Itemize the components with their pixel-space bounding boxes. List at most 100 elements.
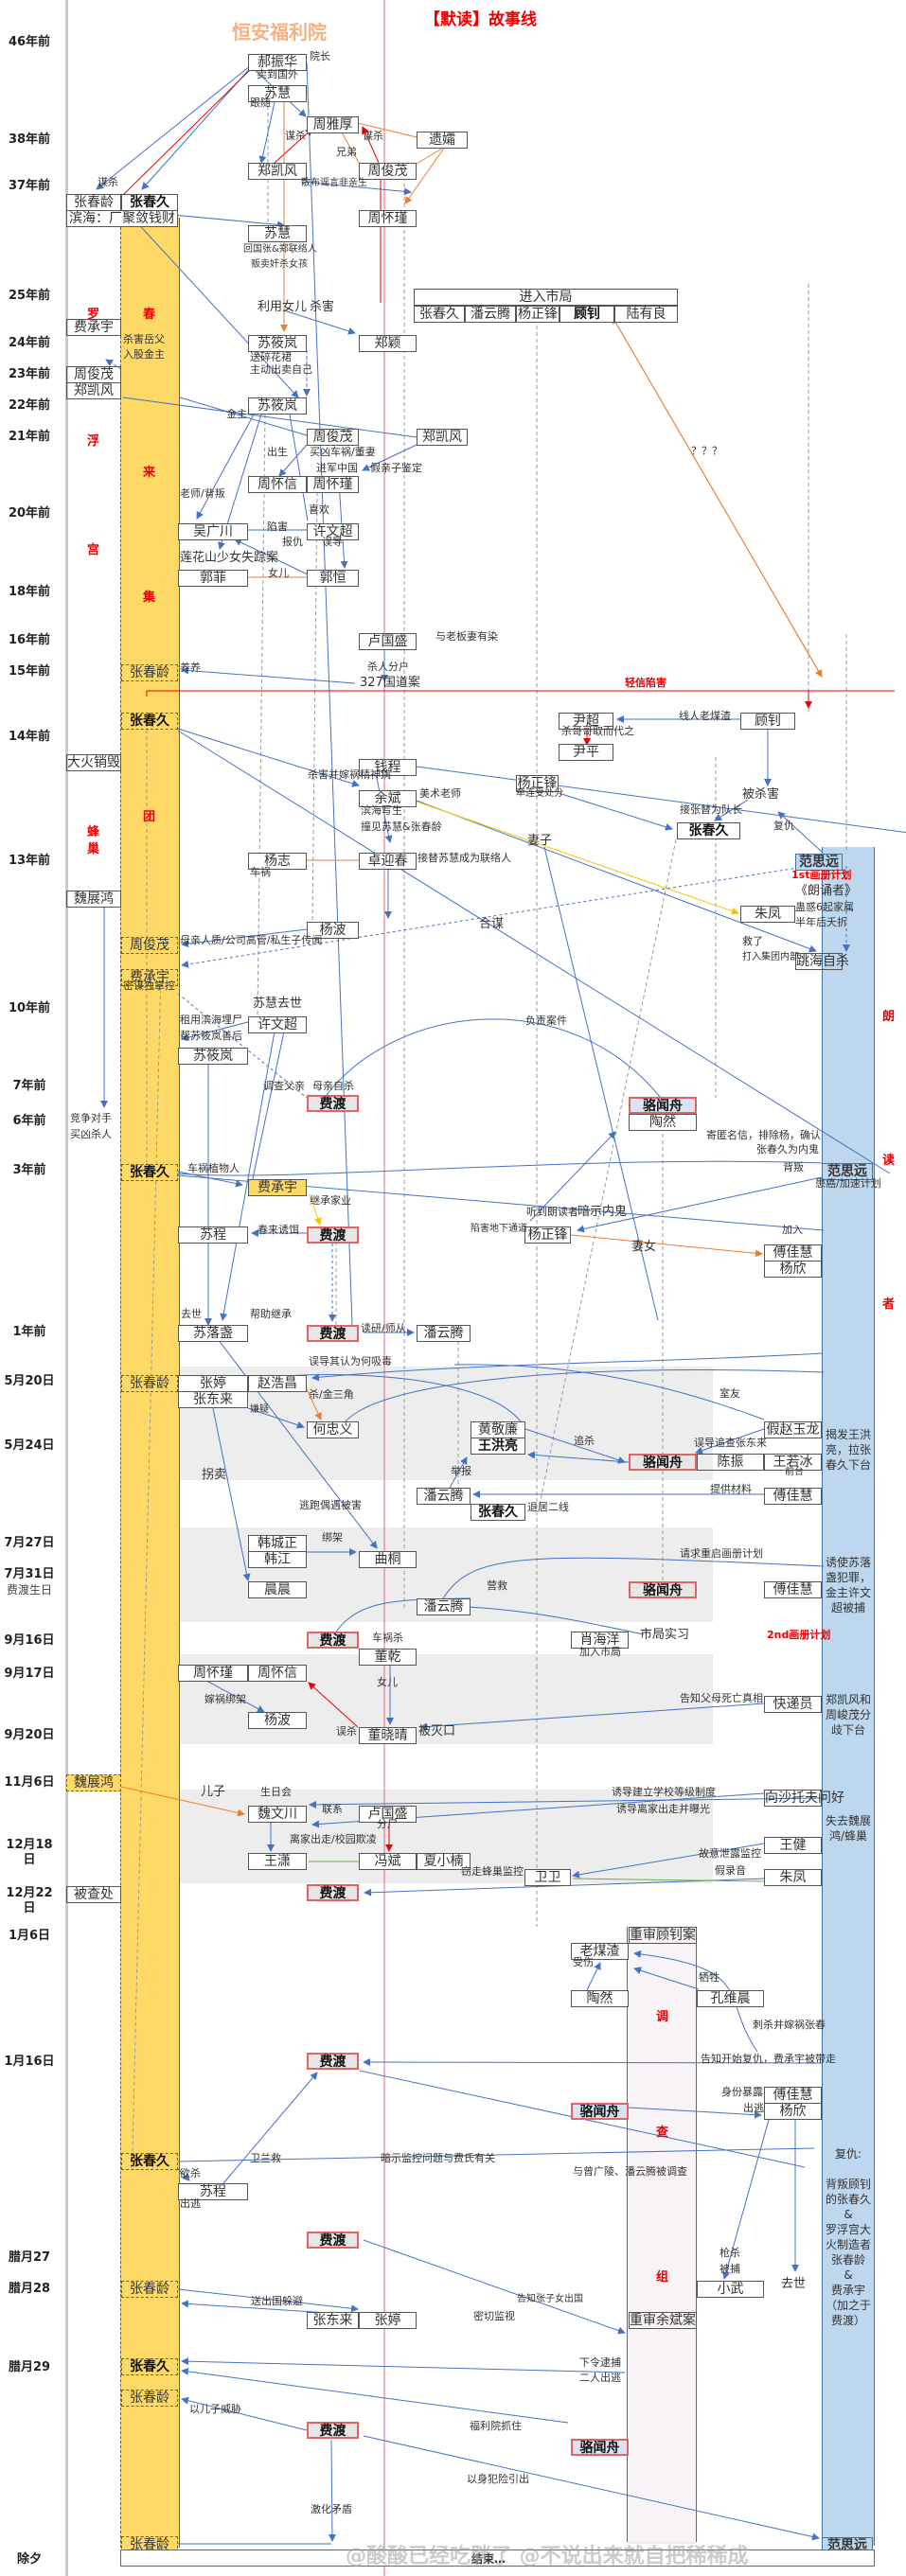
timeline-label-text: 20年前: [8, 506, 51, 520]
timeline-label-text: 16年前: [8, 633, 51, 647]
bureau-header: 进入市局: [414, 289, 678, 306]
timeline-label-text: 7月27日: [4, 1536, 55, 1550]
character-node: 快递员: [764, 1696, 822, 1713]
relation-label: 帮苏筱岚善后: [180, 1030, 242, 1042]
relation-label: 生日会: [260, 1786, 292, 1798]
relation-label: 散布谣言非亲生: [301, 178, 367, 188]
timeline-label-text: 10年前: [8, 1001, 51, 1015]
relation-label: 回国张&郑联络人: [243, 244, 317, 255]
group-char-chao: 巢: [87, 842, 100, 856]
relation-label: 继承家业: [310, 1194, 351, 1207]
relation-label: 妻子: [527, 834, 553, 848]
character-node: 肖海洋: [571, 1632, 629, 1649]
character-node: 被查处: [66, 1886, 121, 1903]
timeline-label: 13年前: [0, 854, 59, 869]
timeline-label: 3年前: [0, 1163, 59, 1178]
timeline-label-text: 11月6日: [4, 1775, 55, 1790]
timeline-label: 25年前: [0, 289, 59, 304]
character-node: 吴广川: [178, 523, 248, 540]
character-node: 周俊茂: [121, 937, 178, 954]
relation-label: 接张替为队长: [680, 803, 742, 816]
relation-label: 分尸: [377, 1818, 398, 1830]
relation-label: 告知张子女出国: [517, 2294, 583, 2304]
character-node: 骆闻舟: [629, 1097, 697, 1114]
character-node: 杨志: [248, 853, 307, 870]
relation-label: 追杀: [574, 1435, 595, 1447]
timeline-label-text: 腊月28: [8, 2282, 51, 2296]
timeline-label: 20年前: [0, 506, 59, 521]
relation-label: 窃走蜂巢监控: [461, 1865, 524, 1878]
character-node: 王洪亮: [471, 1438, 525, 1455]
character-node: 张春久: [121, 194, 178, 211]
character-node: 费承宇: [66, 319, 121, 336]
bureau-member: 顾钊: [560, 306, 614, 323]
character-node: 余斌: [359, 790, 417, 807]
relation-label: 杀害: [310, 300, 335, 314]
relation-label: 卫兰救: [250, 2152, 281, 2164]
timeline-label: 5月24日: [0, 1438, 59, 1454]
character-node: 王潇: [248, 1853, 307, 1870]
timeline-label-text: 38年前: [8, 132, 51, 147]
relation-label: 被捕: [719, 2263, 740, 2275]
character-node: 杨正锋: [524, 1226, 571, 1244]
character-node: 傅佳慧: [764, 2087, 822, 2104]
character-node: 骆闻舟: [629, 1581, 697, 1598]
timeline-label: 15年前: [0, 664, 59, 679]
character-node: 苏落盏: [178, 1325, 248, 1342]
relation-label: 张春久为内鬼: [756, 1143, 819, 1156]
relation-label: 寄匿名信，排除杨，确认: [706, 1129, 821, 1141]
relation-label: 与老板妻有染: [435, 630, 498, 643]
character-node: 大火销毁: [66, 754, 121, 771]
relation-label: 误导追查张东来: [694, 1437, 767, 1449]
relation-label: 杀哥哥取而代之: [561, 725, 634, 737]
relation-label: 以儿子威胁: [189, 2403, 241, 2415]
relation-label: 女儿: [268, 567, 289, 579]
character-node: 尹超: [559, 713, 613, 730]
timeline-label: 1月16日: [0, 2055, 59, 2070]
timeline-label-text: 1年前: [12, 1325, 46, 1339]
footer-bar: 结束…: [120, 2550, 875, 2567]
relation-label: 金主: [226, 408, 247, 420]
character-node: 苏慧: [248, 85, 307, 102]
character-node: 张春龄: [121, 664, 178, 681]
timeline-label: 1年前: [0, 1325, 59, 1340]
character-node: 郑凯风: [417, 429, 468, 446]
character-node: 卢国盛: [359, 633, 417, 650]
character-node: 潘云腾: [417, 1488, 471, 1505]
character-node: 张婷: [178, 1375, 248, 1392]
character-node: 何忠义: [307, 1421, 359, 1438]
character-node: 费渡: [307, 1884, 359, 1901]
character-node: 骆闻舟: [571, 2439, 629, 2456]
character-node: 张东来: [178, 1391, 248, 1408]
character-node: 朱凤: [764, 1869, 822, 1886]
relation-label: 老师/背叛: [180, 487, 225, 500]
group-char-du: 读: [882, 1154, 896, 1168]
character-node: 王若冰: [764, 1454, 822, 1471]
timeline-label-text: 22年前: [8, 398, 51, 413]
relation-label: 入股金主: [123, 348, 165, 361]
relation-label: 牵连受处分: [516, 788, 563, 799]
relation-label: 以身犯险引出: [467, 2473, 529, 2485]
character-node: 周怀信: [248, 1665, 307, 1682]
relation-label: 谋杀: [98, 176, 118, 188]
timeline-label: 腊月29: [0, 2360, 59, 2375]
character-node: 董乾: [359, 1649, 417, 1666]
timeline-sublabel: 费渡生日: [6, 1583, 52, 1597]
relation-label: 假录音: [715, 1864, 746, 1877]
timeline-label-text: 9月17日: [4, 1667, 55, 1681]
character-node: 张东来: [307, 2312, 359, 2329]
relation-label: 杀人分户: [367, 661, 409, 673]
bureau-table: 进入市局 张春久 潘云腾 杨正锋 顾钊 陆有良: [414, 289, 678, 323]
relation-label: 误导其认为何吸毒: [309, 1355, 392, 1367]
relation-label: 竞争对手: [70, 1112, 112, 1124]
character-node: 苏筱岚: [248, 335, 307, 352]
relation-label: 贩卖奸杀女孩: [251, 259, 308, 270]
relation-label: 假亲子鉴定: [370, 462, 422, 474]
character-node: 杨正锋: [516, 775, 559, 792]
timeline-label-text: 腊月27: [8, 2250, 51, 2265]
relation-label: 女儿: [377, 1676, 398, 1688]
relation-label: 提供材料: [710, 1483, 752, 1495]
character-node: 范思远: [795, 854, 843, 871]
character-node: 王健: [764, 1837, 822, 1854]
group-char-diao: 调: [656, 2010, 669, 2024]
